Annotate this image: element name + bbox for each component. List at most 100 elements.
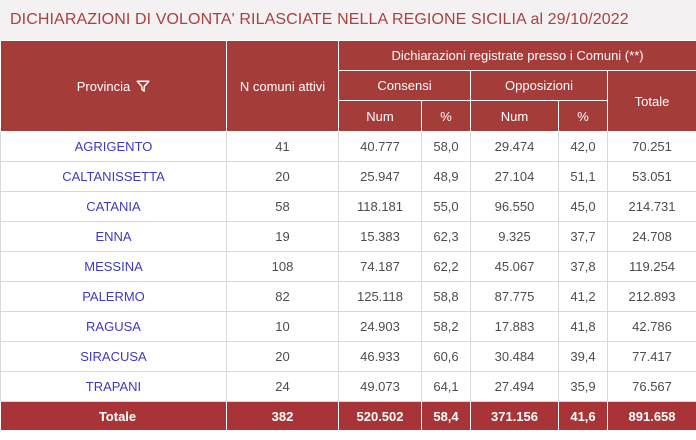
title-band: DICHIARAZIONI DI VOLONTA' RILASCIATE NEL… bbox=[0, 0, 696, 40]
totals-label: Totale bbox=[0, 401, 227, 431]
column-header-consensi: Consensi bbox=[338, 70, 471, 101]
totals-consensi-num: 520.502 bbox=[338, 401, 422, 431]
consensi-num-cell: 49.073 bbox=[338, 371, 422, 402]
comuni-attivi-cell: 24 bbox=[226, 371, 339, 402]
province-link[interactable]: MESSINA bbox=[84, 259, 143, 274]
totale-cell: 76.567 bbox=[606, 371, 696, 402]
declarations-table: Provincia N comuni attivi Dichiarazioni … bbox=[0, 40, 696, 431]
consensi-pct-cell: 58,2 bbox=[421, 311, 471, 342]
consensi-pct-cell: 62,3 bbox=[421, 221, 471, 252]
province-cell: MESSINA bbox=[0, 251, 227, 282]
province-link[interactable]: CALTANISSETTA bbox=[62, 169, 165, 184]
consensi-num-cell: 25.947 bbox=[338, 161, 422, 192]
column-header-opposizioni-num: Num bbox=[470, 100, 559, 132]
consensi-num-cell: 40.777 bbox=[338, 131, 422, 162]
comuni-attivi-cell: 19 bbox=[226, 221, 339, 252]
consensi-pct-cell: 64,1 bbox=[421, 371, 471, 402]
consensi-num-cell: 74.187 bbox=[338, 251, 422, 282]
opposizioni-num-cell: 17.883 bbox=[470, 311, 559, 342]
consensi-pct-cell: 55,0 bbox=[421, 191, 471, 222]
column-header-consensi-pct: % bbox=[421, 100, 471, 132]
column-header-totale: Totale bbox=[606, 70, 696, 132]
totale-cell: 24.708 bbox=[606, 221, 696, 252]
comuni-attivi-cell: 58 bbox=[226, 191, 339, 222]
opposizioni-num-cell: 9.325 bbox=[470, 221, 559, 252]
opposizioni-num-cell: 29.474 bbox=[470, 131, 559, 162]
table-row: MESSINA 108 74.187 62,2 45.067 37,8 119.… bbox=[0, 251, 696, 282]
opposizioni-num-cell: 30.484 bbox=[470, 341, 559, 372]
totale-cell: 53.051 bbox=[606, 161, 696, 192]
page-title: DICHIARAZIONI DI VOLONTA' RILASCIATE NEL… bbox=[10, 11, 629, 28]
province-cell: ENNA bbox=[0, 221, 227, 252]
consensi-pct-cell: 58,0 bbox=[421, 131, 471, 162]
opposizioni-pct-cell: 45,0 bbox=[558, 191, 608, 222]
opposizioni-num-cell: 45.067 bbox=[470, 251, 559, 282]
totals-comuni-attivi: 382 bbox=[226, 401, 339, 431]
province-link[interactable]: AGRIGENTO bbox=[74, 139, 153, 154]
totals-opposizioni-pct: 41,6 bbox=[558, 401, 608, 431]
comuni-attivi-cell: 20 bbox=[226, 161, 339, 192]
consensi-num-cell: 118.181 bbox=[338, 191, 422, 222]
totale-cell: 42.786 bbox=[606, 311, 696, 342]
comuni-attivi-cell: 20 bbox=[226, 341, 339, 372]
province-link[interactable]: TRAPANI bbox=[85, 379, 142, 394]
totale-cell: 212.893 bbox=[606, 281, 696, 312]
opposizioni-pct-cell: 39,4 bbox=[558, 341, 608, 372]
province-link[interactable]: SIRACUSA bbox=[80, 349, 147, 364]
opposizioni-num-cell: 96.550 bbox=[470, 191, 559, 222]
opposizioni-num-cell: 27.104 bbox=[470, 161, 559, 192]
province-cell: TRAPANI bbox=[0, 371, 227, 402]
table-row: RAGUSA 10 24.903 58,2 17.883 41,8 42.786 bbox=[0, 311, 696, 342]
column-header-opposizioni-pct: % bbox=[558, 100, 608, 132]
opposizioni-pct-cell: 37,8 bbox=[558, 251, 608, 282]
totale-cell: 214.731 bbox=[606, 191, 696, 222]
consensi-pct-cell: 48,9 bbox=[421, 161, 471, 192]
opposizioni-pct-cell: 51,1 bbox=[558, 161, 608, 192]
province-link[interactable]: RAGUSA bbox=[86, 319, 141, 334]
province-cell: SIRACUSA bbox=[0, 341, 227, 372]
table-footer: Totale 382 520.502 58,4 371.156 41,6 891… bbox=[0, 401, 696, 431]
table-row: CALTANISSETTA 20 25.947 48,9 27.104 51,1… bbox=[0, 161, 696, 192]
opposizioni-pct-cell: 41,8 bbox=[558, 311, 608, 342]
column-header-provincia: Provincia bbox=[0, 40, 227, 132]
province-cell: PALERMO bbox=[0, 281, 227, 312]
column-header-consensi-num: Num bbox=[338, 100, 422, 132]
province-link[interactable]: CATANIA bbox=[86, 199, 141, 214]
comuni-attivi-cell: 108 bbox=[226, 251, 339, 282]
totals-row: Totale 382 520.502 58,4 371.156 41,6 891… bbox=[0, 401, 696, 431]
consensi-num-cell: 24.903 bbox=[338, 311, 422, 342]
consensi-pct-cell: 60,6 bbox=[421, 341, 471, 372]
table-header: Provincia N comuni attivi Dichiarazioni … bbox=[0, 40, 696, 132]
column-header-n-comuni-attivi: N comuni attivi bbox=[226, 40, 339, 132]
table-row: ENNA 19 15.383 62,3 9.325 37,7 24.708 bbox=[0, 221, 696, 252]
province-link[interactable]: PALERMO bbox=[82, 289, 145, 304]
comuni-attivi-cell: 41 bbox=[226, 131, 339, 162]
totale-cell: 70.251 bbox=[606, 131, 696, 162]
table-row: AGRIGENTO 41 40.777 58,0 29.474 42,0 70.… bbox=[0, 131, 696, 162]
province-cell: CALTANISSETTA bbox=[0, 161, 227, 192]
comuni-attivi-cell: 82 bbox=[226, 281, 339, 312]
province-link[interactable]: ENNA bbox=[95, 229, 132, 244]
consensi-pct-cell: 62,2 bbox=[421, 251, 471, 282]
opposizioni-pct-cell: 42,0 bbox=[558, 131, 608, 162]
opposizioni-pct-cell: 41,2 bbox=[558, 281, 608, 312]
totals-totale: 891.658 bbox=[606, 401, 696, 431]
table-row: SIRACUSA 20 46.933 60,6 30.484 39,4 77.4… bbox=[0, 341, 696, 372]
opposizioni-pct-cell: 35,9 bbox=[558, 371, 608, 402]
province-cell: CATANIA bbox=[0, 191, 227, 222]
filter-funnel-icon[interactable] bbox=[136, 80, 150, 93]
opposizioni-num-cell: 87.775 bbox=[470, 281, 559, 312]
table-body: AGRIGENTO 41 40.777 58,0 29.474 42,0 70.… bbox=[0, 131, 696, 402]
consensi-num-cell: 125.118 bbox=[338, 281, 422, 312]
totals-opposizioni-num: 371.156 bbox=[470, 401, 559, 431]
opposizioni-num-cell: 27.494 bbox=[470, 371, 559, 402]
column-header-opposizioni: Opposizioni bbox=[470, 70, 608, 101]
consensi-num-cell: 15.383 bbox=[338, 221, 422, 252]
consensi-pct-cell: 58,8 bbox=[421, 281, 471, 312]
totals-consensi-pct: 58,4 bbox=[421, 401, 471, 431]
province-cell: AGRIGENTO bbox=[0, 131, 227, 162]
comuni-attivi-cell: 10 bbox=[226, 311, 339, 342]
totale-cell: 77.417 bbox=[606, 341, 696, 372]
table-row: TRAPANI 24 49.073 64,1 27.494 35,9 76.56… bbox=[0, 371, 696, 402]
table-row: PALERMO 82 125.118 58,8 87.775 41,2 212.… bbox=[0, 281, 696, 312]
